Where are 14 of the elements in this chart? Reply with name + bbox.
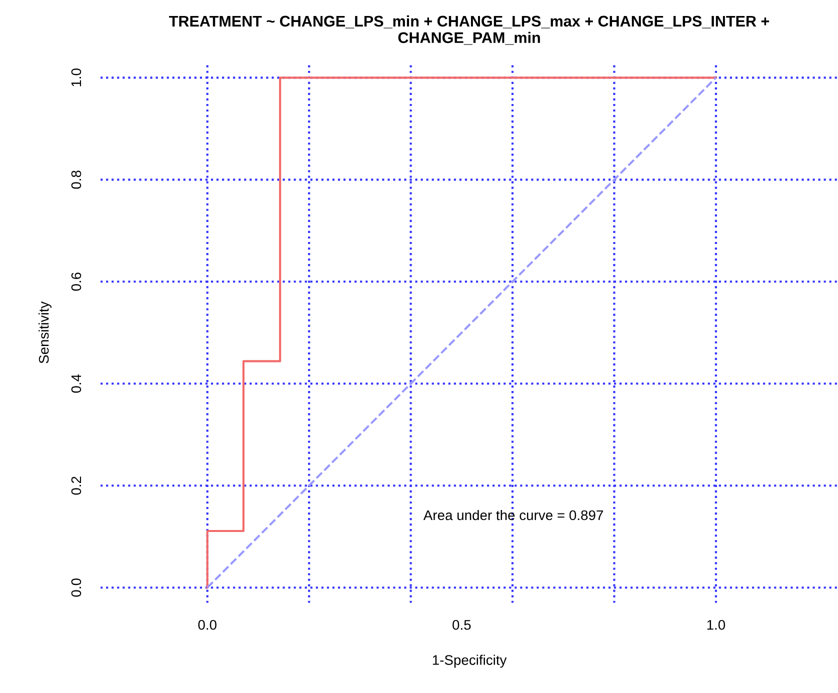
y-tick-label: 0.2 [71,476,82,495]
line-series [206,76,717,589]
x-tick-label: 0.0 [198,620,216,630]
y-tick-label: 1.0 [71,68,82,86]
y-axis-title: Sensitivity [38,301,52,364]
chart-title: TREATMENT ~ CHANGE_LPS_min + CHANGE_LPS_max + CHANGE_LPS_INTER + CHANGE_PAM_min [169,15,770,45]
x-axis-title: 1-Specificity [432,654,507,668]
y-tick-label: 0.4 [71,374,82,393]
y-tick-label: 0.8 [71,170,82,189]
annotation: Area under the curve = 0.897 [423,510,603,520]
x-tick-label: 0.5 [452,620,471,630]
x-tick-label: 1.0 [707,620,726,630]
y-tick-label: 0.0 [71,578,82,597]
y-tick-label: 0.6 [71,272,82,291]
